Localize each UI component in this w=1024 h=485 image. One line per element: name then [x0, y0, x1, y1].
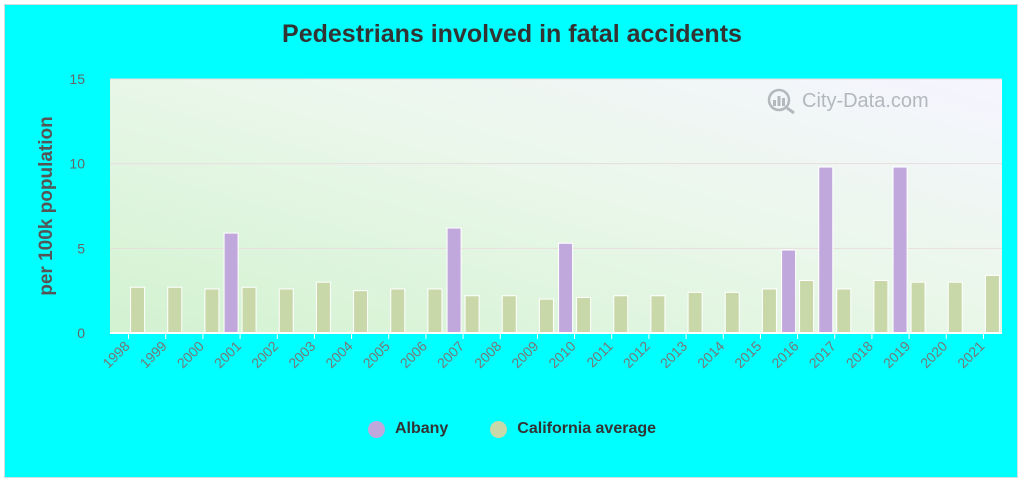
x-tick-label: 2012	[620, 338, 653, 371]
bar-california-average	[761, 288, 777, 334]
legend-label-albany: Albany	[394, 420, 449, 437]
bar-albany	[446, 227, 462, 334]
y-tick-label: 10	[69, 156, 85, 172]
bar-california-average	[204, 288, 220, 334]
x-tick-label: 2001	[211, 338, 244, 371]
bar-california-average	[724, 291, 740, 334]
chart-title: Pedestrians involved in fatal accidents	[282, 20, 742, 48]
bar-california-average	[650, 295, 666, 334]
bar-albany	[892, 166, 908, 334]
x-tick-label: 2018	[843, 338, 876, 371]
bar-albany	[223, 232, 239, 334]
bar-california-average	[278, 288, 294, 334]
legend: Albany California average	[0, 420, 1024, 438]
bar-california-average	[947, 281, 963, 334]
watermark-text: City-Data.com	[802, 89, 929, 112]
x-tick-label: 2011	[583, 338, 616, 371]
bar-california-average	[687, 291, 703, 334]
x-tick-label: 2014	[694, 338, 727, 371]
x-tick-label: 2004	[322, 338, 355, 371]
bar-california-average	[241, 286, 257, 334]
bar-california-average	[353, 290, 369, 334]
x-tick-label: 2019	[880, 338, 913, 371]
bar-california-average	[799, 280, 815, 334]
x-tick-label: 2021	[954, 338, 987, 371]
bar-california-average	[464, 295, 480, 334]
bar-california-average	[538, 298, 554, 334]
x-tick-label: 2020	[917, 338, 950, 371]
x-tick-label: 2003	[285, 338, 318, 371]
plot-area	[110, 79, 1002, 333]
bar-albany	[558, 242, 574, 334]
x-tick-label: 2010	[545, 338, 578, 371]
bar-california-average	[427, 288, 443, 334]
bar-california-average	[984, 274, 1000, 334]
x-tick-label: 2000	[174, 338, 207, 371]
bar-albany	[818, 166, 834, 334]
x-tick-label: 2002	[248, 338, 281, 371]
bar-california-average	[613, 295, 629, 334]
x-tick-label: 2013	[657, 338, 690, 371]
x-tick-label: 2006	[397, 338, 430, 371]
legend-label-california: California average	[517, 420, 657, 437]
x-tick-label: 1998	[99, 338, 132, 371]
bar-albany	[781, 249, 797, 334]
bar-california-average	[315, 281, 331, 334]
x-tick-label: 2017	[806, 338, 839, 371]
watermark: City-Data.com	[766, 88, 929, 114]
legend-swatch-albany	[367, 420, 385, 438]
bar-california-average	[910, 281, 926, 334]
legend-item-california: California average	[490, 420, 656, 438]
bar-california-average	[501, 295, 517, 334]
x-tick-label: 2008	[471, 338, 504, 371]
bar-california-average	[873, 280, 889, 334]
x-tick-label: 2015	[731, 338, 764, 371]
y-tick-label: 0	[77, 325, 85, 341]
legend-item-albany: Albany	[367, 420, 449, 438]
x-tick-label: 2005	[360, 338, 393, 371]
magnifier-chart-icon	[767, 88, 795, 114]
bar-california-average	[390, 288, 406, 334]
bar-california-average	[130, 286, 146, 334]
bar-california-average	[836, 288, 852, 334]
bar-california-average	[167, 286, 183, 334]
x-tick-label: 1999	[137, 338, 170, 371]
x-tick-label: 2007	[434, 338, 467, 371]
y-tick-label: 15	[69, 71, 85, 87]
x-tick-label: 2009	[508, 338, 541, 371]
x-tick-label: 2016	[768, 338, 801, 371]
legend-swatch-california	[490, 420, 508, 438]
y-tick-label: 5	[77, 240, 85, 256]
bar-california-average	[576, 296, 592, 334]
